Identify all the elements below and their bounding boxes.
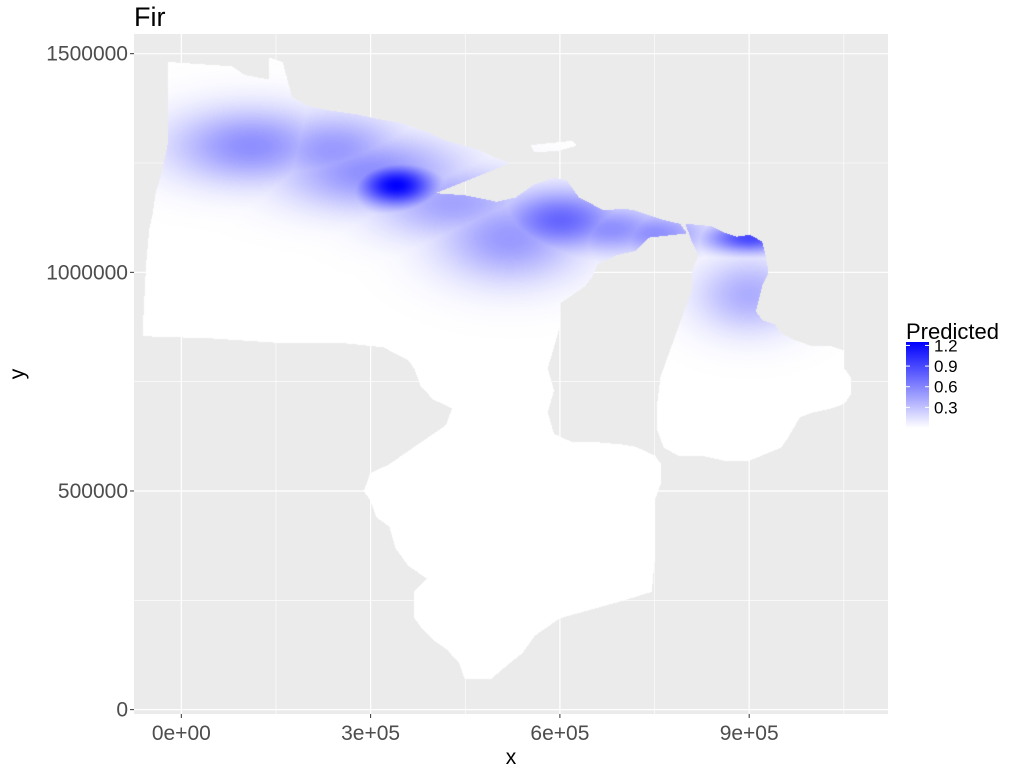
x-tick-label: 9e+05 (720, 722, 779, 745)
axes: 0e+00 3e+05 6e+05 9e+05 0 500000 1000000 150000… (46, 43, 778, 745)
x-tick-label: 3e+05 (341, 722, 400, 745)
x-tick-label: 0e+00 (152, 722, 211, 745)
legend-title: Predicted (906, 319, 999, 344)
legend-label: 0.9 (934, 357, 958, 376)
legend: Predicted 1.2 0.9 0.60.3 (906, 319, 999, 428)
y-tick-label: 1500000 (46, 43, 128, 66)
y-tick-label: 0 (116, 699, 128, 722)
legend-colorbar (906, 342, 929, 428)
legend-label: 0.3 (934, 398, 958, 417)
legend-label: 1.2 (934, 336, 958, 355)
y-axis-title: y (6, 368, 29, 379)
legend-label: 0.6 (934, 378, 958, 397)
y-tick-label: 1000000 (46, 261, 128, 284)
x-axis-title: x (506, 746, 517, 768)
y-tick-label: 500000 (58, 480, 128, 503)
heatmap (134, 34, 888, 714)
heatmap-raster (134, 34, 888, 714)
legend-ticks: 1.2 0.9 0.60.3 (906, 336, 958, 417)
chart-title: Fir (134, 2, 165, 32)
x-tick-label: 6e+05 (530, 722, 589, 745)
